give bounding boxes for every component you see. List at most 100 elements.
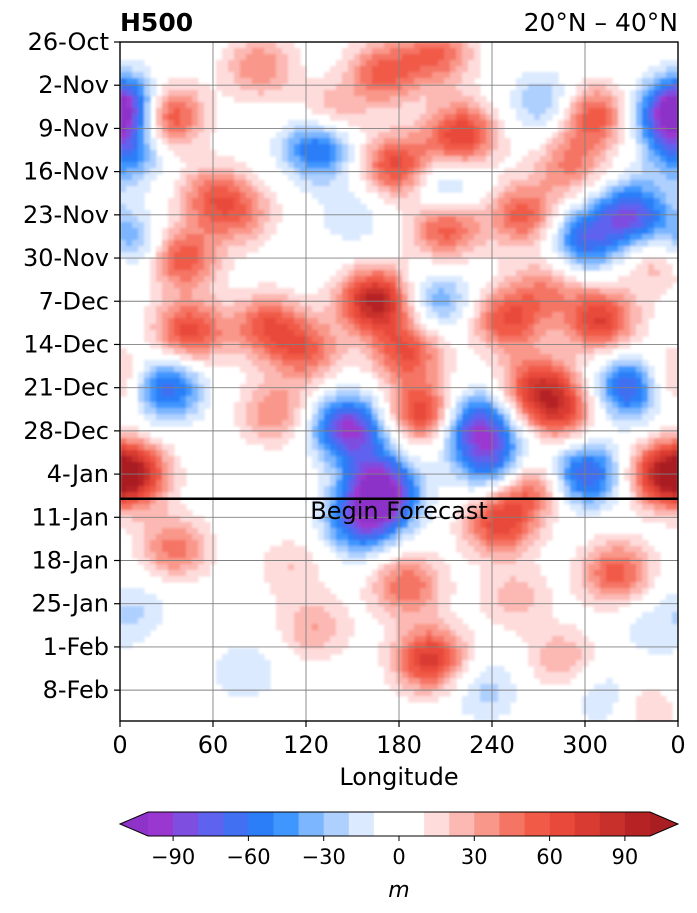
anomaly-cell — [306, 348, 313, 355]
anomaly-cell — [474, 246, 481, 253]
anomaly-cell — [156, 294, 163, 301]
anomaly-cell — [282, 348, 289, 355]
anomaly-cell — [522, 102, 529, 109]
anomaly-cell — [576, 174, 583, 181]
anomaly-cell — [492, 120, 499, 127]
anomaly-cell — [192, 222, 199, 229]
anomaly-cell — [270, 378, 277, 385]
anomaly-cell — [330, 294, 337, 301]
anomaly-cell — [366, 270, 373, 277]
anomaly-cell — [636, 366, 643, 373]
anomaly-cell — [348, 234, 355, 241]
anomaly-cell — [474, 72, 481, 79]
anomaly-cell — [228, 318, 235, 325]
anomaly-cell — [174, 234, 181, 241]
anomaly-cell — [330, 324, 337, 331]
anomaly-cell — [366, 438, 373, 445]
anomaly-cell — [378, 264, 385, 271]
anomaly-cell — [618, 108, 625, 115]
anomaly-cell — [636, 468, 643, 475]
anomaly-cell — [156, 288, 163, 295]
anomaly-cell — [240, 66, 247, 73]
anomaly-cell — [612, 408, 619, 415]
anomaly-cell — [276, 288, 283, 295]
anomaly-cell — [660, 120, 667, 127]
anomaly-cell — [648, 264, 655, 271]
anomaly-cell — [522, 468, 529, 475]
anomaly-cell — [654, 78, 661, 85]
anomaly-cell — [192, 378, 199, 385]
anomaly-cell — [444, 432, 451, 439]
anomaly-cell — [234, 54, 241, 61]
anomaly-cell — [618, 372, 625, 379]
anomaly-cell — [480, 300, 487, 307]
anomaly-cell — [360, 114, 367, 121]
anomaly-cell — [222, 342, 229, 349]
anomaly-cell — [204, 402, 211, 409]
anomaly-cell — [402, 162, 409, 169]
anomaly-cell — [216, 84, 223, 91]
anomaly-cell — [180, 336, 187, 343]
anomaly-cell — [360, 72, 367, 79]
anomaly-cell — [498, 276, 505, 283]
anomaly-cell — [432, 210, 439, 217]
anomaly-cell — [186, 114, 193, 121]
anomaly-cell — [516, 294, 523, 301]
anomaly-cell — [168, 312, 175, 319]
anomaly-cell — [546, 150, 553, 157]
anomaly-cell — [444, 204, 451, 211]
anomaly-cell — [492, 348, 499, 355]
anomaly-cell — [504, 390, 511, 397]
anomaly-cell — [390, 48, 397, 55]
anomaly-cell — [432, 288, 439, 295]
anomaly-cell — [612, 102, 619, 109]
anomaly-cell — [366, 60, 373, 67]
anomaly-cell — [228, 324, 235, 331]
anomaly-cell — [198, 390, 205, 397]
anomaly-cell — [468, 126, 475, 133]
anomaly-cell — [492, 246, 499, 253]
anomaly-cell — [630, 330, 637, 337]
anomaly-cell — [366, 324, 373, 331]
anomaly-cell — [240, 390, 247, 397]
anomaly-cell — [540, 300, 547, 307]
anomaly-cell — [384, 96, 391, 103]
anomaly-cell — [456, 438, 463, 445]
anomaly-cell — [534, 300, 541, 307]
anomaly-cell — [174, 120, 181, 127]
anomaly-cell — [546, 396, 553, 403]
anomaly-cell — [198, 114, 205, 121]
anomaly-cell — [456, 66, 463, 73]
anomaly-cell — [498, 198, 505, 205]
anomaly-cell — [672, 174, 678, 181]
anomaly-cell — [564, 360, 571, 367]
anomaly-cell — [420, 144, 427, 151]
anomaly-cell — [480, 420, 487, 427]
anomaly-cell — [168, 360, 175, 367]
anomaly-cell — [462, 444, 469, 451]
anomaly-cell — [120, 72, 127, 79]
anomaly-cell — [570, 342, 577, 349]
anomaly-cell — [468, 324, 475, 331]
anomaly-cell — [576, 186, 583, 193]
anomaly-cell — [240, 414, 247, 421]
anomaly-cell — [420, 156, 427, 163]
anomaly-cell — [570, 318, 577, 325]
anomaly-cell — [192, 210, 199, 217]
anomaly-cell — [234, 174, 241, 181]
anomaly-cell — [258, 324, 265, 331]
anomaly-cell — [330, 192, 337, 199]
anomaly-cell — [240, 288, 247, 295]
anomaly-cell — [300, 78, 307, 85]
anomaly-cell — [648, 468, 655, 475]
anomaly-cell — [432, 60, 439, 67]
anomaly-cell — [324, 438, 331, 445]
anomaly-cell — [438, 138, 445, 145]
anomaly-cell — [438, 288, 445, 295]
anomaly-cell — [354, 60, 361, 67]
anomaly-cell — [330, 342, 337, 349]
anomaly-cell — [258, 402, 265, 409]
anomaly-cell — [588, 300, 595, 307]
anomaly-cell — [456, 150, 463, 157]
anomaly-cell — [138, 72, 145, 79]
